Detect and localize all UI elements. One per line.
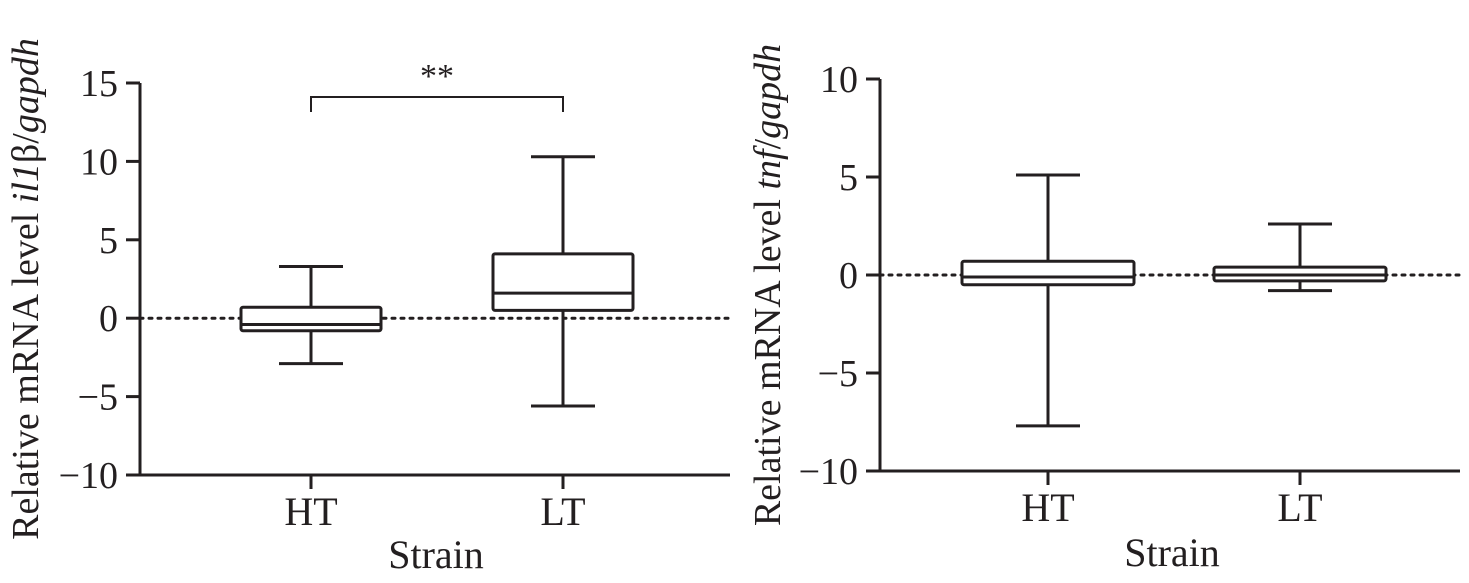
y-tick-label: 15 [80,63,118,105]
y-axis-title: Relative mRNA level il1β/gapdh [5,38,47,540]
y-axis-title-part: / [747,138,789,149]
y-tick-label: 5 [99,220,118,262]
significance-bracket [310,96,564,112]
y-tick-label: 10 [820,59,858,101]
y-tick-label: 0 [839,255,858,297]
y-tick-label: −10 [59,455,118,497]
y-axis-title-gene: tnf [747,145,789,190]
y-tick-label: −5 [818,353,858,395]
y-tick-label: 5 [839,157,858,199]
y-axis-title-part: / [5,133,47,144]
box-iqr [239,305,383,333]
box-iqr [960,259,1136,287]
y-axis-title-part: Relative mRNA level [747,190,789,527]
x-axis-title: Strain [1124,530,1220,575]
y-tick-label: 0 [99,298,118,340]
x-tick-label: LT [1277,485,1322,530]
box-plot-lt [1212,222,1388,293]
box-plot-ht [960,173,1136,428]
y-tick-label: −10 [799,451,858,493]
y-axis-title-part: Relative mRNA level [5,203,47,540]
significance-label: ** [420,58,454,95]
x-axis-title: Strain [388,532,484,577]
x-tick-label: HT [1021,485,1074,530]
chart-panel-left: 15 10 5 0 −5 −10 HT LT ** Strain Relative mRNA lev… [5,38,732,577]
chart-panel-right: 10 5 0 −5 −10 HT LT Strain Relative mRNA level t… [747,44,1462,575]
y-axis-title-gene: gapdh [747,44,789,139]
y-axis-title-gene: gapdh [5,38,47,133]
x-tick-label: LT [540,489,585,534]
box-plot-ht [239,264,383,366]
y-axis-title: Relative mRNA level tnf/gapdh [747,44,789,526]
box-iqr [491,252,635,312]
y-axis-title-gene: il1 [5,163,47,203]
y-axis-title-part: β [5,144,47,163]
y-tick-label: −5 [78,377,118,419]
box-plot-lt [491,155,635,408]
y-tick-label: 10 [80,141,118,183]
x-tick-label: HT [284,489,337,534]
